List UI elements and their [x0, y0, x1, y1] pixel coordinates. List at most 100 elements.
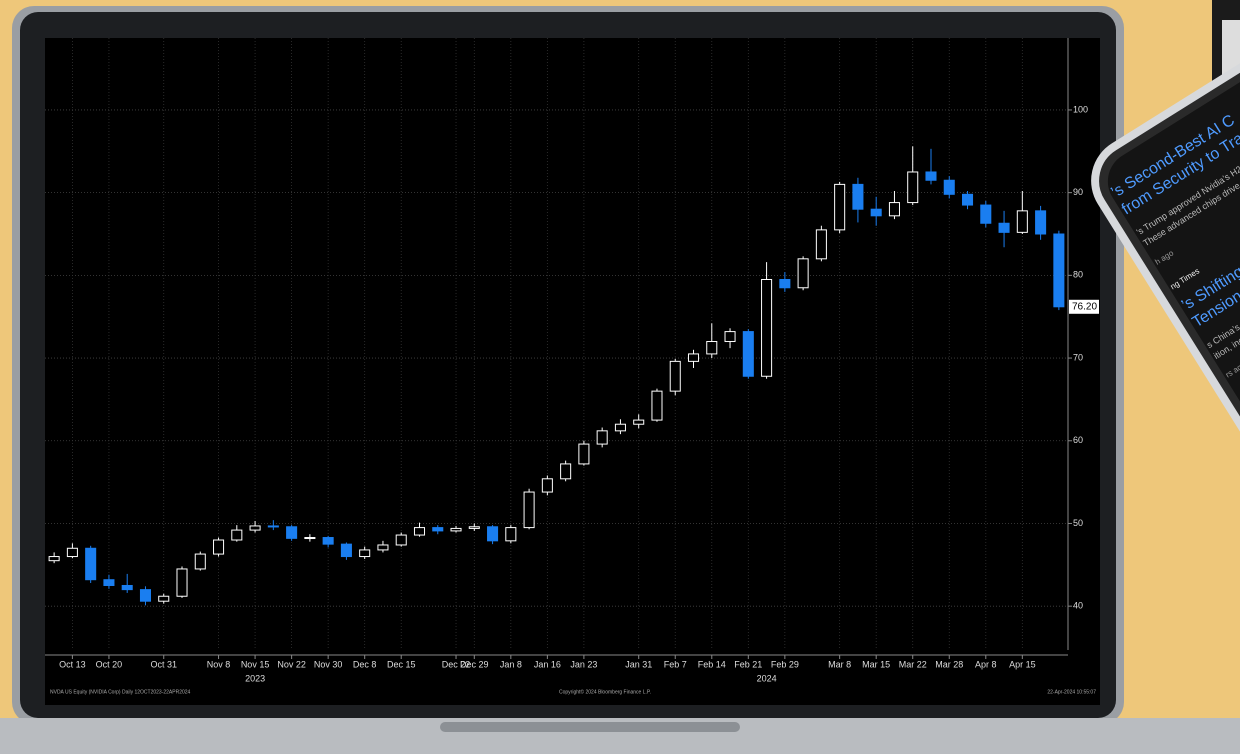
- candle-body: [48, 556, 60, 562]
- candle-body: [322, 537, 334, 545]
- x-tick-label: Oct 20: [96, 659, 123, 669]
- y-tick-label: 90: [1073, 187, 1083, 197]
- candle-body: [487, 526, 499, 542]
- candle-body: [651, 390, 663, 421]
- year-label: 2023: [245, 673, 265, 683]
- x-tick-label: Dec 29: [460, 659, 489, 669]
- candle-body: [213, 539, 225, 555]
- candle-body: [962, 193, 974, 206]
- candle-body: [870, 208, 882, 217]
- candle-body: [395, 534, 407, 546]
- candle-body: [541, 478, 553, 493]
- candle-body: [413, 527, 426, 536]
- x-tick-label: Nov 22: [277, 659, 306, 669]
- x-tick-label: Feb 14: [698, 659, 726, 669]
- candle-body: [706, 341, 718, 355]
- x-tick-label: Mar 15: [862, 659, 890, 669]
- candle-body: [779, 278, 791, 289]
- candle-body: [103, 579, 115, 586]
- x-tick-label: Feb 29: [771, 659, 799, 669]
- x-tick-label: Jan 23: [570, 659, 597, 669]
- candle-body: [121, 584, 133, 591]
- candle-body: [158, 595, 170, 602]
- candle-body: [834, 183, 846, 231]
- candle-body: [724, 331, 736, 343]
- y-tick-label: 50: [1073, 518, 1083, 528]
- candle-body: [377, 544, 389, 551]
- candle-body: [432, 527, 444, 532]
- candle-body: [761, 278, 773, 377]
- footer-right: 22-Apr-2024 10:55:07: [1047, 689, 1096, 695]
- x-tick-label: Mar 28: [935, 659, 963, 669]
- x-tick-label: Dec 22: [442, 659, 471, 669]
- candle-body: [596, 430, 608, 445]
- candle-body: [669, 360, 681, 392]
- x-tick-label: Nov 8: [207, 659, 231, 669]
- candle-body: [231, 529, 243, 541]
- candle-body: [194, 553, 206, 570]
- candle-body: [468, 526, 480, 529]
- candle-body: [797, 258, 809, 289]
- candle-body: [340, 543, 352, 558]
- candle-body: [815, 229, 827, 260]
- candle-body: [139, 589, 151, 602]
- x-tick-label: Feb 7: [664, 659, 687, 669]
- candle-body: [523, 491, 535, 529]
- x-tick-label: Jan 8: [500, 659, 522, 669]
- candle-body: [359, 549, 371, 558]
- candle-body: [925, 171, 937, 181]
- candle-body: [614, 423, 626, 432]
- y-tick-label: 60: [1073, 435, 1083, 445]
- second-device-screen: [1222, 20, 1240, 80]
- x-tick-label: Apr 15: [1009, 659, 1036, 669]
- candle-body: [505, 527, 517, 542]
- x-tick-label: Mar 8: [828, 659, 851, 669]
- footer-left: NVDA US Equity (NVIDIA Corp) Daily 12OCT…: [50, 689, 191, 695]
- candle-body: [304, 537, 316, 540]
- last-price-label: 76.20: [1072, 301, 1097, 312]
- candle-body: [998, 222, 1010, 233]
- candle-body: [888, 202, 900, 217]
- candle-body: [1053, 233, 1065, 308]
- x-tick-label: Jan 31: [625, 659, 652, 669]
- candle-body: [249, 525, 261, 531]
- x-tick-label: Feb 21: [734, 659, 762, 669]
- y-tick-label: 100: [1073, 104, 1088, 114]
- x-tick-label: Mar 22: [899, 659, 927, 669]
- x-tick-label: Dec 8: [353, 659, 377, 669]
- candle-body: [852, 183, 864, 210]
- candle-body: [560, 463, 572, 480]
- candle-body: [66, 547, 78, 558]
- plot: [45, 38, 1068, 650]
- footer-center: Copyright© 2024 Bloomberg Finance L.P.: [559, 688, 651, 695]
- last-price-box: [1069, 299, 1099, 314]
- x-tick-label: Dec 15: [387, 659, 416, 669]
- candle-body: [85, 547, 97, 581]
- y-tick-label: 80: [1073, 270, 1083, 280]
- x-tick-label: Apr 8: [975, 659, 997, 669]
- laptop-notch: [440, 722, 740, 732]
- candle-body: [450, 527, 462, 532]
- candle-body: [1016, 210, 1028, 233]
- candle-body: [286, 526, 298, 539]
- x-tick-label: Oct 31: [150, 659, 177, 669]
- x-tick-label: Oct 13: [59, 659, 86, 669]
- y-tick-label: 70: [1073, 352, 1083, 362]
- candle-body: [943, 179, 955, 195]
- y-tick-label: 40: [1073, 601, 1083, 611]
- candle-body: [578, 443, 590, 465]
- candle-body: [633, 419, 645, 425]
- candle-body: [980, 204, 992, 224]
- x-tick-label: Nov 30: [314, 659, 343, 669]
- candle-body: [267, 525, 279, 528]
- candle-body: [176, 568, 188, 597]
- x-tick-label: Nov 15: [241, 659, 270, 669]
- candle-body: [907, 171, 919, 204]
- x-tick-label: Jan 16: [534, 659, 561, 669]
- candle-body: [687, 353, 700, 362]
- year-label: 2024: [757, 673, 777, 683]
- candle-body: [1035, 210, 1047, 235]
